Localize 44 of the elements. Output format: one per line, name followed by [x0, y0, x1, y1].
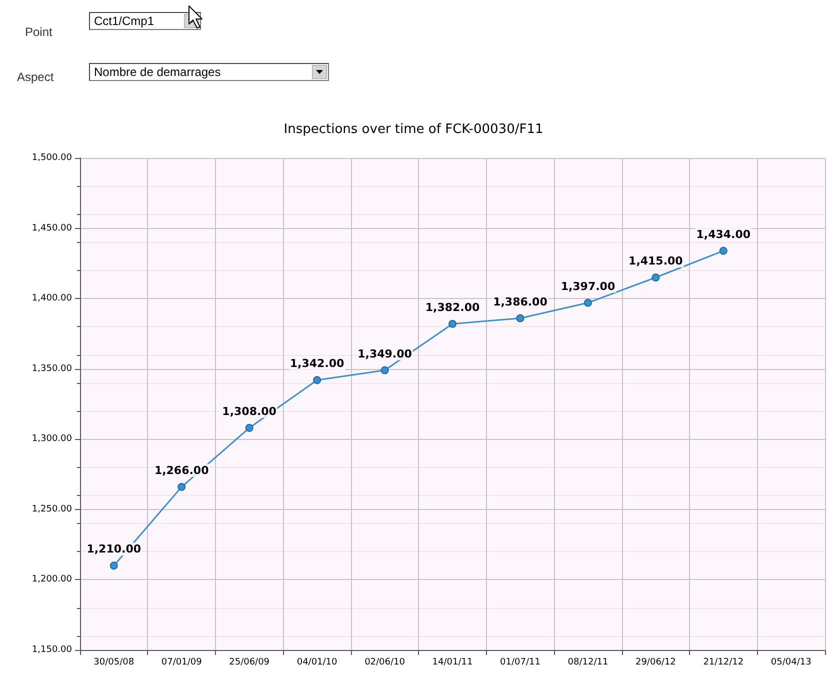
point [584, 298, 592, 307]
point [380, 366, 389, 374]
dropdown-field: Nombre de demarrages [89, 63, 329, 81]
y-tick-label: 1,250.00 [32, 504, 72, 514]
x-tick-label: 29/06/12 [635, 658, 676, 668]
x-tick-label: 02/06/10 [364, 658, 406, 668]
data-label: 1,386.00 [493, 295, 548, 308]
y-tick-label: 1,150.00 [32, 645, 72, 655]
x-tick-label: 25/06/09 [229, 658, 270, 668]
data-label: 1,415.00 [628, 254, 684, 268]
y-tick-label: 1,500.00 [32, 153, 72, 163]
data-label: 1,210.00 [86, 542, 142, 556]
point [178, 482, 186, 491]
data-label: 1,342.00 [290, 357, 345, 370]
text: Aspect [17, 70, 54, 84]
data-label: 1,308.00 [222, 404, 277, 418]
x-tick-label: 30/05/08 [94, 658, 134, 668]
data-label: 1,397.00 [560, 280, 616, 293]
x-tick-label: 21/12/12 [703, 658, 744, 668]
point [516, 314, 524, 322]
chart-title: Inspections over time of FCK-00030/F11 [284, 122, 544, 137]
y-tick-label: 1,400.00 [32, 294, 72, 304]
data-label: 1,266.00 [154, 464, 210, 477]
text: Point [25, 25, 52, 39]
point [719, 246, 728, 255]
x-tick-label: 05/04/13 [770, 658, 812, 668]
data-label: 1,434.00 [696, 228, 751, 241]
dropdown-field: Cct1/Cmp1 [89, 12, 201, 30]
y-tick-label: 1,200.00 [32, 574, 72, 585]
x-tick-label: 07/01/09 [161, 658, 202, 668]
y-tick-label: 1,300.00 [32, 434, 72, 444]
x-tick-label: 04/01/10 [296, 658, 338, 668]
data-label: 1,349.00 [358, 347, 412, 360]
point [110, 562, 118, 570]
point [652, 273, 660, 282]
x-tick-label: 08/12/11 [568, 658, 608, 668]
point [313, 376, 322, 384]
point [448, 320, 456, 328]
y-tick-label: 1,450.00 [32, 223, 72, 234]
x-tick-label: 01/07/11 [500, 658, 540, 668]
data-label: 1,382.00 [425, 300, 480, 314]
y-tick-label: 1,350.00 [32, 364, 72, 374]
x-tick-label: 14/01/11 [432, 658, 473, 668]
point [245, 424, 254, 432]
